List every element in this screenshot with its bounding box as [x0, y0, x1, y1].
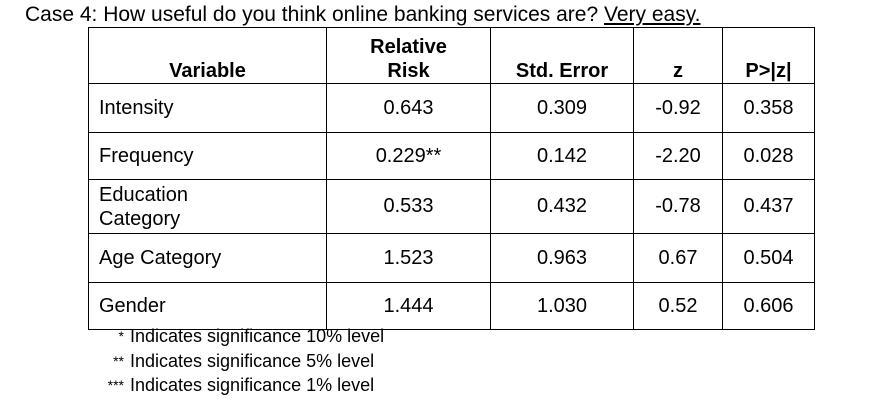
- cell-relative-risk: 1.444: [326, 282, 491, 330]
- note-item: ** Indicates significance 5% level: [92, 349, 384, 374]
- note-text: Indicates significance 5% level: [130, 350, 375, 371]
- cell-std-error: 0.963: [490, 233, 634, 283]
- table-row: Education Category 0.533 0.432 -0.78 0.4…: [88, 179, 815, 234]
- cell-relative-risk: 1.523: [326, 233, 491, 283]
- cell-variable: Gender: [88, 282, 327, 330]
- note-item: *** Indicates significance 1% level: [92, 373, 384, 398]
- cell-std-error: 0.309: [490, 83, 634, 133]
- cell-p-value: 0.437: [722, 179, 815, 234]
- cell-relative-risk: 0.229**: [326, 132, 491, 180]
- cell-p-value: 0.504: [722, 233, 815, 283]
- cell-p-value: 0.606: [722, 282, 815, 330]
- cell-z: 0.52: [633, 282, 723, 330]
- cell-p-value: 0.358: [722, 83, 815, 133]
- header-z: z: [633, 27, 723, 84]
- header-row: Variable Relative Risk Std. Error z P>|z…: [88, 27, 815, 84]
- header-relative-risk-line1: Relative: [370, 36, 447, 58]
- cell-relative-risk: 0.643: [326, 83, 491, 133]
- note-text: Indicates significance 1% level: [130, 375, 375, 395]
- question-title: Case 4: How useful do you think online b…: [25, 3, 701, 27]
- cell-variable: Education Category: [88, 179, 327, 234]
- header-std-error: Std. Error: [490, 27, 634, 84]
- note-item: * Indicates significance 10% level: [92, 324, 385, 349]
- cell-variable-line1: Education: [99, 183, 188, 206]
- question-text: Case 4: How useful do you think online b…: [25, 3, 604, 26]
- cell-variable: Age Category: [88, 233, 327, 283]
- note-mark: **: [113, 352, 124, 369]
- cell-std-error: 1.030: [490, 282, 634, 330]
- cell-variable: Intensity: [88, 83, 327, 133]
- cell-z: -0.78: [633, 179, 723, 234]
- header-variable: Variable: [88, 27, 327, 84]
- note-mark: ***: [107, 377, 124, 393]
- significance-notes: * Indicates significance 10% level ** In…: [92, 324, 385, 398]
- cell-variable-line2: Category: [99, 207, 181, 230]
- table-row: Frequency 0.229** 0.142 -2.20 0.028: [88, 132, 815, 180]
- cell-z: -0.92: [633, 83, 723, 133]
- cell-variable: Frequency: [88, 132, 327, 180]
- table-row: Age Category 1.523 0.963 0.67 0.504: [88, 233, 815, 283]
- header-relative-risk-line2: Risk: [387, 60, 430, 82]
- cell-std-error: 0.142: [490, 132, 634, 180]
- cell-z: 0.67: [633, 233, 723, 283]
- cell-z: -2.20: [633, 132, 723, 180]
- results-table: Variable Relative Risk Std. Error z P>|z…: [88, 27, 815, 330]
- cell-p-value: 0.028: [722, 132, 815, 180]
- note-text: Indicates significance 10% level: [130, 326, 385, 346]
- header-relative-risk: Relative Risk: [326, 27, 491, 84]
- cell-std-error: 0.432: [490, 179, 634, 234]
- answer-option: Very easy.: [604, 3, 701, 26]
- header-p-value: P>|z|: [722, 27, 815, 84]
- note-mark: *: [118, 328, 124, 344]
- table-row: Intensity 0.643 0.309 -0.92 0.358: [88, 83, 815, 133]
- table-row: Gender 1.444 1.030 0.52 0.606: [88, 282, 815, 330]
- cell-relative-risk: 0.533: [326, 179, 491, 234]
